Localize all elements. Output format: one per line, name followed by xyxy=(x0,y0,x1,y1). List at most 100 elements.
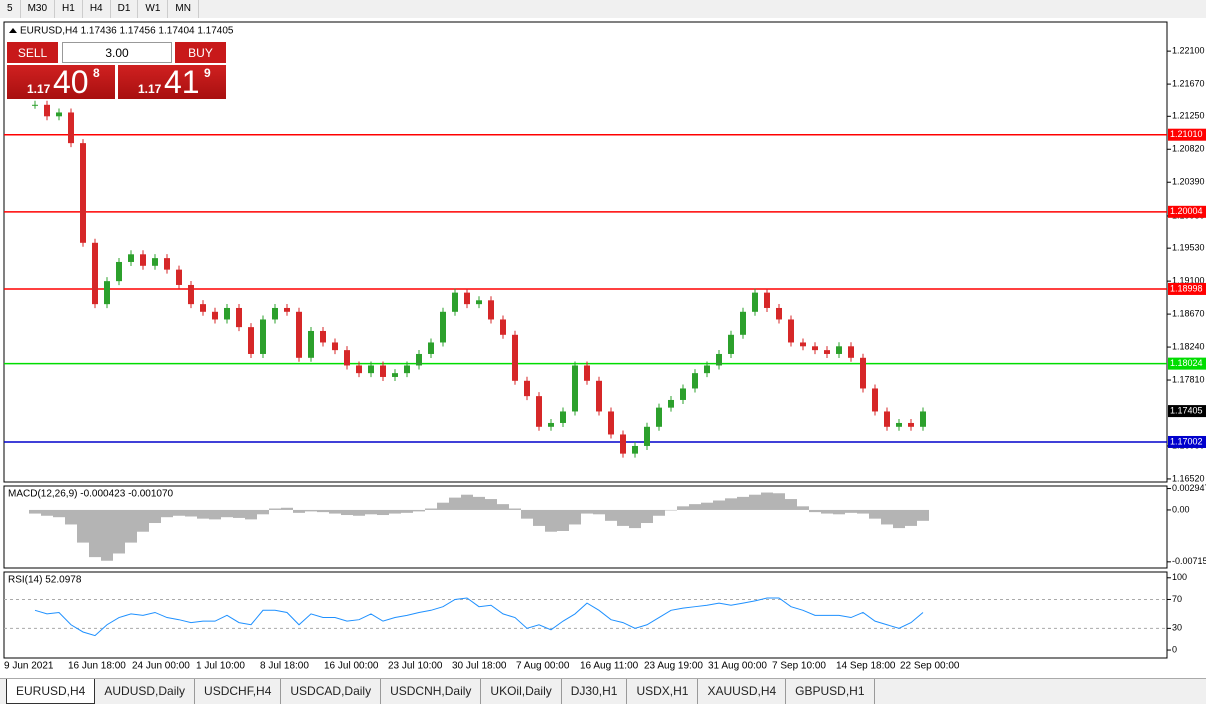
timeframe-button[interactable]: MN xyxy=(168,0,199,18)
symbol-tab[interactable]: USDCHF,H4 xyxy=(195,679,282,704)
macd-bar xyxy=(245,509,257,520)
candle-body xyxy=(692,373,698,389)
candle-body xyxy=(284,307,290,312)
candle-body xyxy=(752,292,758,312)
candle-body xyxy=(452,292,458,312)
symbol-tab[interactable]: USDCNH,Daily xyxy=(381,679,482,704)
symbol-tabs: EURUSD,H4 AUDUSD,Daily USDCHF,H4 USDCAD,Dai… xyxy=(0,678,1206,704)
macd-bar xyxy=(257,509,269,515)
candle-body xyxy=(344,350,350,366)
trade-panel: SELL 3.00 BUY 1.17 40 8 1.17 41 9 xyxy=(7,42,226,100)
candle-body xyxy=(536,396,542,427)
candle-body xyxy=(188,284,194,305)
symbol-tab[interactable]: UKOil,Daily xyxy=(481,679,562,704)
candle-body xyxy=(380,365,386,377)
macd-bar xyxy=(797,506,809,510)
x-tick-label: 22 Sep 00:00 xyxy=(900,661,960,672)
x-tick-label: 23 Aug 19:00 xyxy=(644,661,703,672)
x-tick-label: 9 Jun 2021 xyxy=(4,661,54,672)
rsi-label: RSI(14) 52.0978 xyxy=(8,575,82,586)
x-tick-label: 23 Jul 10:00 xyxy=(388,661,443,672)
candle-body xyxy=(248,327,254,354)
timeframe-button[interactable]: 5 xyxy=(0,0,21,18)
macd-bar xyxy=(101,509,113,561)
chart: EURUSD,H4 1.17436 1.17456 1.17404 1.1740… xyxy=(0,18,1206,678)
candle-body xyxy=(464,292,470,305)
ask-small: 9 xyxy=(204,66,211,80)
level-label-bg xyxy=(1168,282,1206,295)
y-tick-label: 0.00 xyxy=(1172,504,1190,514)
sell-button[interactable]: SELL xyxy=(7,42,58,63)
macd-bar xyxy=(461,494,473,510)
buy-button[interactable]: BUY xyxy=(175,42,226,63)
candle-body xyxy=(788,319,794,343)
candle-body xyxy=(644,426,650,446)
symbol-tab[interactable]: USDX,H1 xyxy=(627,679,699,704)
candle-body xyxy=(512,334,518,381)
timeframe-button[interactable]: W1 xyxy=(138,0,169,18)
candle-body xyxy=(212,311,218,320)
candle-body xyxy=(740,311,746,335)
y-tick-label: 1.21670 xyxy=(1172,78,1205,88)
collapse-icon[interactable] xyxy=(9,28,17,33)
chart-background xyxy=(0,18,1206,678)
candle-body xyxy=(884,411,890,427)
symbol-tab[interactable]: GBPUSD,H1 xyxy=(786,679,875,704)
candle-body xyxy=(476,300,482,305)
candle-body xyxy=(128,254,134,262)
macd-bar xyxy=(749,494,761,510)
macd-bar xyxy=(605,509,617,521)
macd-panel xyxy=(3,485,1168,569)
symbol-tab[interactable]: XAUUSD,H4 xyxy=(698,679,787,704)
volume-input[interactable]: 3.00 xyxy=(62,42,172,63)
x-tick-label: 24 Jun 00:00 xyxy=(132,661,190,672)
macd-bar xyxy=(137,509,149,532)
level-label-bg xyxy=(1168,357,1206,370)
y-tick-label: -0.00715 xyxy=(1172,556,1206,566)
symbol-tab[interactable]: USDCAD,Daily xyxy=(281,679,382,704)
candle-body xyxy=(548,422,554,427)
macd-bar xyxy=(713,500,725,510)
macd-bar xyxy=(821,509,833,514)
candle-body xyxy=(416,353,422,366)
y-tick-label: 1.18670 xyxy=(1172,308,1205,318)
candle-body xyxy=(320,330,326,343)
symbol-tab[interactable]: DJ30,H1 xyxy=(562,679,628,704)
y-tick-label: 1.18240 xyxy=(1172,341,1205,351)
ask-quote[interactable]: 1.17 41 9 xyxy=(118,64,226,100)
timeframe-button[interactable]: M30 xyxy=(21,0,56,18)
macd-bar xyxy=(401,509,413,513)
y-tick-label: 0 xyxy=(1172,644,1177,654)
candle-body xyxy=(524,380,530,397)
macd-bar xyxy=(785,499,797,510)
bid-quote[interactable]: 1.17 40 8 xyxy=(7,64,115,100)
timeframe-button[interactable]: D1 xyxy=(111,0,139,18)
y-tick-label: 1.22100 xyxy=(1172,46,1205,56)
macd-bar xyxy=(761,492,773,510)
candle-body xyxy=(800,342,806,347)
symbol-tab[interactable]: EURUSD,H4 xyxy=(6,679,96,704)
y-tick-label: 1.17810 xyxy=(1172,374,1205,384)
macd-bar xyxy=(53,509,65,518)
candle-body xyxy=(272,307,278,320)
candle-body xyxy=(32,104,38,106)
macd-bar xyxy=(281,507,293,510)
timeframe-button[interactable]: H1 xyxy=(55,0,83,18)
macd-bar xyxy=(569,509,581,525)
level-label-bg xyxy=(1168,128,1206,141)
macd-bar xyxy=(125,509,137,543)
x-tick-label: 7 Aug 00:00 xyxy=(516,661,570,672)
timeframe-button[interactable]: H4 xyxy=(83,0,111,18)
x-tick-label: 16 Aug 11:00 xyxy=(580,661,639,672)
ask-main: 41 xyxy=(164,64,200,100)
candle-body xyxy=(404,365,410,374)
candle-body xyxy=(596,380,602,412)
candle-body xyxy=(836,346,842,354)
symbol-tab[interactable]: AUDUSD,Daily xyxy=(95,679,196,704)
macd-bar xyxy=(545,509,557,532)
macd-bar xyxy=(893,509,905,529)
candle-body xyxy=(428,342,434,354)
candle-body xyxy=(224,307,230,320)
candle-body xyxy=(440,311,446,343)
candle-body xyxy=(56,112,62,117)
